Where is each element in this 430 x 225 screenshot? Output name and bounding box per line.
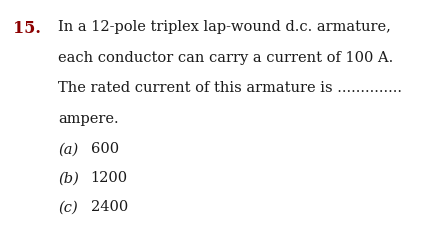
Text: (b): (b) — [58, 171, 79, 184]
Text: 600: 600 — [90, 142, 118, 156]
Text: each conductor can carry a current of 100 A.: each conductor can carry a current of 10… — [58, 51, 393, 65]
Text: 1200: 1200 — [90, 171, 127, 184]
Text: 2400: 2400 — [90, 199, 127, 213]
Text: In a 12-pole triplex lap-wound d.c. armature,: In a 12-pole triplex lap-wound d.c. arma… — [58, 20, 390, 34]
Text: (a): (a) — [58, 142, 78, 156]
Text: 15.: 15. — [13, 20, 41, 37]
Text: The rated current of this armature is ..............: The rated current of this armature is ..… — [58, 81, 401, 95]
Text: (c): (c) — [58, 199, 78, 213]
Text: ampere.: ampere. — [58, 111, 119, 125]
